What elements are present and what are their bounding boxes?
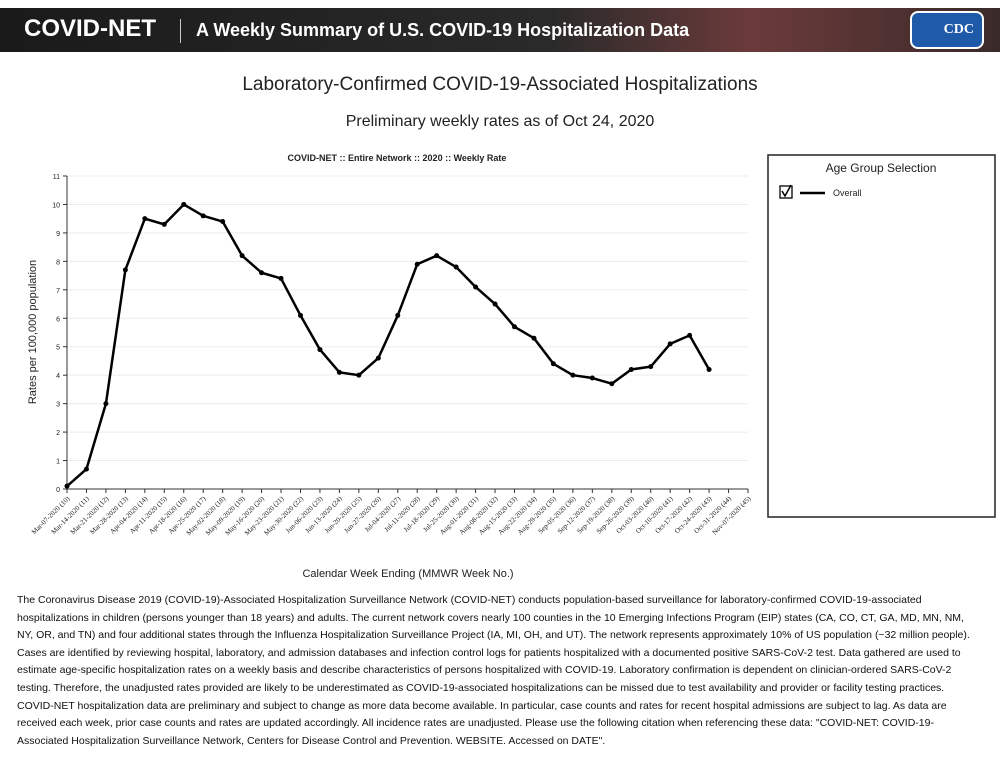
data-point bbox=[648, 364, 654, 370]
data-point bbox=[589, 375, 595, 381]
data-point bbox=[200, 213, 206, 219]
data-point bbox=[297, 312, 303, 318]
header-title: A Weekly Summary of U.S. COVID-19 Hospit… bbox=[196, 20, 690, 40]
data-point bbox=[142, 216, 148, 222]
y-tick-label: 3 bbox=[56, 402, 60, 409]
chart-title: COVID-NET :: Entire Network :: 2020 :: W… bbox=[288, 153, 507, 163]
data-point bbox=[570, 372, 576, 378]
page-title: Laboratory-Confirmed COVID-19-Associated… bbox=[242, 74, 758, 95]
legend-title: Age Group Selection bbox=[826, 161, 937, 175]
data-point bbox=[161, 221, 167, 227]
data-point bbox=[103, 401, 109, 407]
data-point bbox=[531, 335, 537, 341]
y-tick-label: 2 bbox=[56, 430, 60, 437]
data-point bbox=[278, 275, 284, 281]
data-point bbox=[687, 332, 693, 338]
data-point bbox=[122, 267, 128, 273]
y-tick-label: 7 bbox=[56, 288, 60, 295]
chart: COVID-NET :: Entire Network :: 2020 :: W… bbox=[27, 153, 996, 580]
data-point bbox=[414, 261, 420, 267]
y-tick-label: 11 bbox=[53, 174, 60, 181]
data-point bbox=[317, 347, 323, 353]
data-point bbox=[550, 361, 556, 367]
data-point bbox=[609, 381, 615, 387]
data-point bbox=[453, 264, 459, 270]
cdc-logo[interactable]: CDC bbox=[910, 11, 984, 49]
brand: COVID-NET bbox=[24, 15, 156, 42]
page-subtitle: Preliminary weekly rates as of Oct 24, 2… bbox=[345, 113, 655, 130]
y-tick-label: 1 bbox=[56, 459, 60, 466]
data-point bbox=[395, 312, 401, 318]
series-line bbox=[66, 203, 711, 488]
data-point bbox=[706, 366, 712, 372]
y-tick-label: 9 bbox=[56, 231, 60, 238]
header: COVID-NET A Weekly Summary of U.S. COVID… bbox=[0, 8, 1000, 52]
y-tick-label: 4 bbox=[56, 373, 60, 380]
checkmark bbox=[781, 184, 792, 198]
x-axis-label: Calendar Week Ending (MMWR Week No.) bbox=[302, 568, 513, 580]
legend-panel bbox=[767, 154, 996, 518]
y-axis-label: Rates per 100,000 population bbox=[27, 260, 39, 404]
separator bbox=[180, 19, 181, 43]
data-point bbox=[259, 270, 265, 276]
data-point bbox=[239, 253, 245, 259]
y-tick-label: 8 bbox=[56, 259, 60, 266]
legend-label[interactable]: Overall bbox=[833, 188, 862, 198]
y-tick-label: 6 bbox=[56, 316, 60, 323]
data-point bbox=[64, 483, 70, 489]
data-point bbox=[356, 372, 362, 378]
data-point bbox=[83, 466, 89, 472]
data-point bbox=[628, 366, 634, 372]
data-point bbox=[181, 201, 187, 207]
data-point bbox=[667, 341, 673, 347]
data-point bbox=[336, 369, 342, 375]
data-point bbox=[473, 284, 479, 290]
data-point bbox=[512, 324, 518, 330]
y-tick-label: 5 bbox=[56, 345, 60, 352]
y-tick-label: 0 bbox=[56, 487, 60, 494]
description: The Coronavirus Disease 2019 (COVID-19)-… bbox=[17, 594, 970, 747]
y-tick-label: 10 bbox=[52, 202, 60, 209]
data-point bbox=[375, 355, 381, 361]
data-point bbox=[434, 253, 440, 259]
data-point bbox=[220, 219, 226, 225]
data-point bbox=[492, 301, 498, 307]
